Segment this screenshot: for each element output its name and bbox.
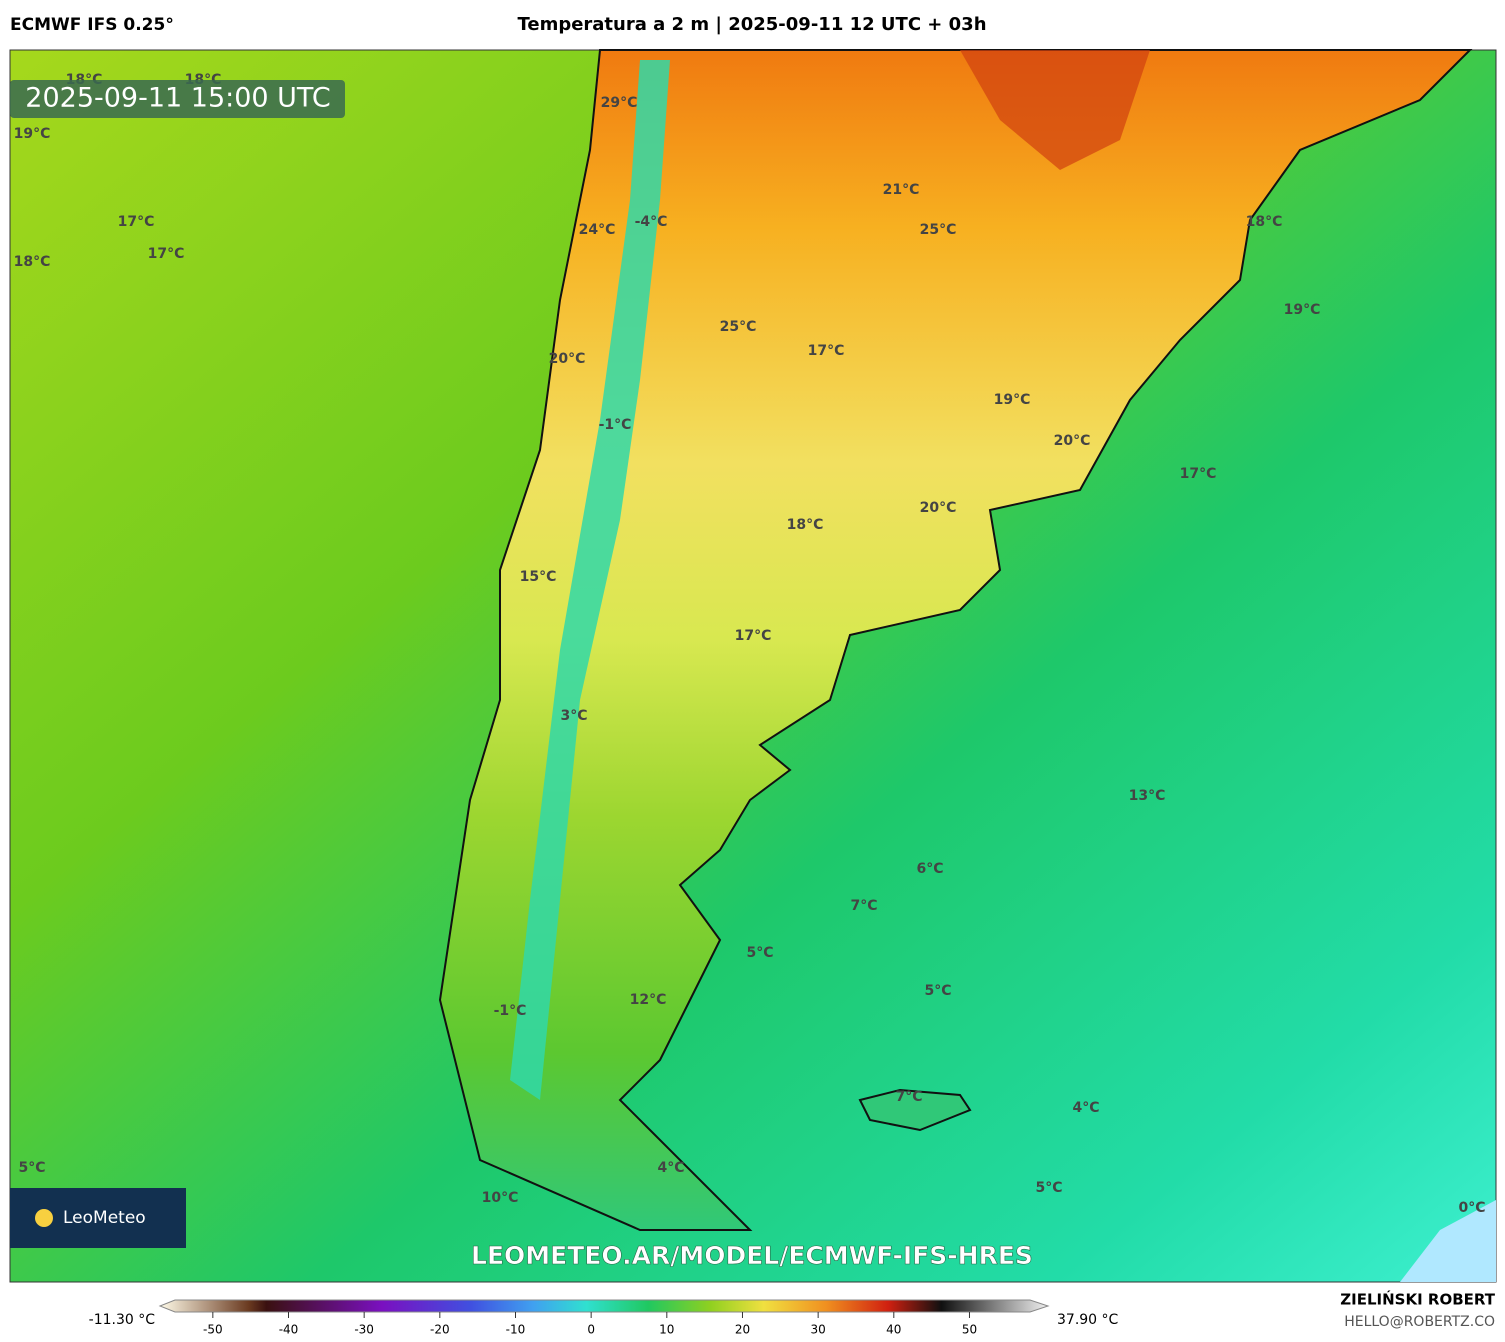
colorbar-tick-label: 30 xyxy=(811,1323,826,1337)
colorbar-tick-label: -50 xyxy=(203,1323,223,1337)
temp-label: 12°C xyxy=(630,992,667,1008)
temp-label: 19°C xyxy=(994,392,1031,408)
temp-label: 18°C xyxy=(14,254,51,270)
temp-label: 10°C xyxy=(482,1190,519,1206)
colorbar-tick-label: 40 xyxy=(886,1323,901,1337)
temp-label: -4°C xyxy=(635,214,668,230)
temp-label: 0°C xyxy=(1458,1200,1485,1216)
colorbar-tick-label: 0 xyxy=(587,1323,595,1337)
timestamp: 2025-09-11 15:00 UTC xyxy=(25,83,330,114)
land xyxy=(438,49,1473,1231)
temp-label: 3°C xyxy=(560,708,587,724)
temp-label: 17°C xyxy=(148,246,185,262)
author: ZIELIŃSKI ROBERT xyxy=(1340,1290,1495,1309)
colorbar-tick-label: 10 xyxy=(659,1323,674,1337)
colorbar-tick-label: -10 xyxy=(506,1323,526,1337)
islands xyxy=(858,1088,972,1132)
temp-label: 20°C xyxy=(1054,433,1091,449)
temp-label: 15°C xyxy=(520,569,557,585)
logo-sun xyxy=(35,1209,53,1227)
colorbar-tick-label: -20 xyxy=(430,1323,450,1337)
temp-label: 25°C xyxy=(720,319,757,335)
temp-label: 17°C xyxy=(118,214,155,230)
colorbar-tick-label: 20 xyxy=(735,1323,750,1337)
colorbar-min: -11.30 °C xyxy=(89,1312,156,1328)
temp-label: 20°C xyxy=(920,500,957,516)
temp-label: 5°C xyxy=(18,1160,45,1176)
temp-label: 19°C xyxy=(14,126,51,142)
temp-label: 20°C xyxy=(549,351,586,367)
watermark: LEOMETEO.AR/MODEL/ECMWF-IFS-HRES xyxy=(471,1241,1033,1270)
temp-label: 13°C xyxy=(1129,788,1166,804)
temp-label: 4°C xyxy=(1072,1100,1099,1116)
timestamp-box xyxy=(10,80,345,118)
temp-label: 18°C xyxy=(787,517,824,533)
temp-label: 25°C xyxy=(920,222,957,238)
temp-label: 4°C xyxy=(657,1160,684,1176)
temp-label: 5°C xyxy=(924,983,951,999)
model-name: ECMWF IFS 0.25° xyxy=(10,15,174,35)
email: HELLO@ROBERTZ.CO xyxy=(1344,1314,1495,1330)
andes xyxy=(510,60,670,1100)
cold-sea xyxy=(1400,1200,1496,1282)
colorbar-bar xyxy=(158,1299,1050,1313)
temp-label: 29°C xyxy=(601,95,638,111)
colorbar-max: 37.90 °C xyxy=(1057,1312,1119,1328)
colorbar-tick-label: 50 xyxy=(962,1323,977,1337)
temp-label: 7°C xyxy=(895,1089,922,1105)
temp-label: 17°C xyxy=(808,343,845,359)
temp-label: 18°C xyxy=(1246,214,1283,230)
hot-area xyxy=(960,50,1150,170)
colorbar: -11.30 °C 37.90 °C -50 -40 -30 -20 -10 0 10 20 3… xyxy=(89,1299,1119,1337)
temp-label: 5°C xyxy=(1035,1180,1062,1196)
title: Temperatura a 2 m | 2025-09-11 12 UTC + … xyxy=(517,14,986,35)
temp-label: 24°C xyxy=(579,222,616,238)
temp-label: 6°C xyxy=(916,861,943,877)
temp-label: 17°C xyxy=(1180,466,1217,482)
logo: LeoMeteo xyxy=(63,1208,146,1228)
temp-label: 17°C xyxy=(735,628,772,644)
temp-label: -1°C xyxy=(494,1003,527,1019)
temp-label: 21°C xyxy=(883,182,920,198)
temp-label: -1°C xyxy=(599,417,632,433)
temp-label: 5°C xyxy=(746,945,773,961)
colorbar-tick-label: -30 xyxy=(354,1323,374,1337)
map: 18°C 18°C 19°C 17°C 17°C 18°C 29°C -4°C 24°C 21°C… xyxy=(9,49,1497,1283)
temp-label: 7°C xyxy=(850,898,877,914)
colorbar-tick-label: -40 xyxy=(279,1323,299,1337)
temp-label: 19°C xyxy=(1284,302,1321,318)
